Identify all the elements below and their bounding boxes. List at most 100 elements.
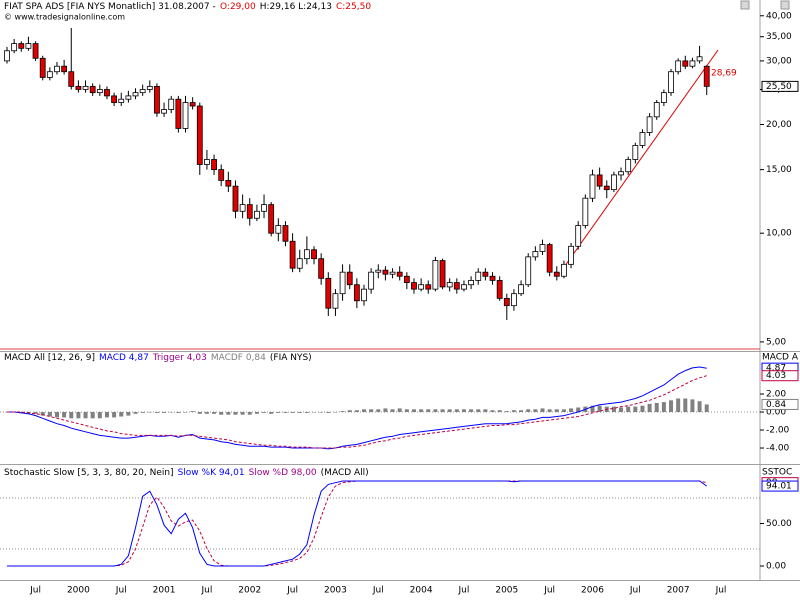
x-tick-label: Jul [29, 586, 41, 596]
header-part: O:29,00 [220, 2, 256, 12]
candle-body [82, 85, 89, 90]
candle-body [118, 98, 125, 103]
candle-body [175, 98, 182, 129]
y-tick-label: 5,00 [766, 337, 786, 347]
histogram-bar [247, 412, 252, 415]
y-tick-label: 20,00 [766, 120, 792, 130]
x-tick-label: Jul [458, 586, 470, 596]
histogram-bar [154, 412, 159, 413]
candle-body [475, 271, 482, 281]
histogram-bar [204, 412, 209, 414]
candle-body [75, 85, 82, 90]
candle-body [668, 71, 674, 94]
candle-body [139, 89, 146, 94]
candle-body [25, 43, 32, 49]
histogram-bar [62, 412, 67, 418]
x-tick-label: Jul [286, 586, 298, 596]
histogram-bar [469, 409, 474, 413]
candle-body [446, 282, 453, 288]
candle-body [253, 210, 260, 219]
panel-header: FIAT SPA ADS [FIA NYS Monatlich] 31.08.2… [4, 2, 371, 12]
source: © www.tradesignalonline.com [4, 13, 125, 22]
candle-body [268, 204, 275, 234]
y-tick-label: 40,00 [766, 11, 792, 21]
header-part: Stochastic Slow [5, 3, 3, 80, 20, Nein] [4, 468, 174, 478]
candle-body [189, 102, 196, 107]
histogram-bar [476, 409, 481, 413]
scroll-button[interactable] [780, 0, 790, 10]
histogram-bar [262, 412, 267, 413]
candle-body [68, 71, 75, 87]
header-part: MACDF 0,84 [211, 353, 266, 363]
histogram-bar [290, 412, 295, 413]
histogram-bar [419, 409, 424, 413]
panel-header: MACD All [12, 26, 9] MACD 4,87 Trigger 4,0… [4, 353, 312, 363]
histogram-bar [397, 408, 402, 413]
candle-body [325, 277, 332, 309]
candle-body [660, 92, 667, 103]
histogram-bar [611, 406, 616, 413]
x-tick-label: 2004 [410, 586, 433, 596]
histogram-bar [390, 409, 395, 413]
histogram-bar [569, 408, 574, 413]
y-tick-label: 2.00 [766, 389, 786, 399]
candle-body [182, 102, 189, 129]
candle-body [303, 249, 310, 260]
candle-body [653, 102, 660, 118]
histogram-bar [276, 412, 281, 413]
value-box [761, 398, 799, 410]
candle-body [132, 92, 139, 97]
candle-body [375, 269, 382, 273]
candle-body [453, 282, 460, 290]
histogram-bar [226, 412, 231, 415]
histogram-bar [347, 410, 352, 413]
histogram-bar [554, 409, 559, 413]
x-tick-label: Jul [629, 586, 641, 596]
histogram-bar [640, 405, 645, 413]
candle-body [146, 85, 153, 90]
histogram-bar [669, 400, 674, 413]
candle-body [111, 95, 117, 103]
candle-body [675, 60, 682, 73]
histogram-bar [540, 408, 545, 413]
candle-body [568, 245, 574, 265]
histogram-bar [433, 409, 438, 413]
candle-body [596, 174, 603, 187]
value-box [761, 80, 799, 92]
candle-body [239, 204, 246, 212]
header-part: Slow %D 98,00 [249, 468, 317, 478]
y-tick-label: 50.00 [766, 519, 792, 529]
histogram-bar [654, 403, 659, 413]
histogram-bar [526, 409, 531, 413]
x-tick-label: 2002 [238, 586, 261, 596]
candle-body [625, 159, 632, 173]
y-tick-label: 0.00 [766, 408, 786, 418]
candle-body [418, 284, 425, 290]
header-part: MACD 4,87 [99, 353, 149, 363]
candle-body [503, 297, 510, 307]
histogram-bar [83, 412, 88, 419]
histogram-bar [119, 412, 124, 417]
candle-body [689, 60, 696, 67]
y-tick-label: -4.00 [766, 444, 790, 454]
candle-body [246, 204, 253, 219]
x-tick-label: Jul [115, 586, 127, 596]
scroll-button[interactable] [740, 0, 750, 10]
candle-body [582, 197, 589, 226]
histogram-bar [104, 412, 109, 418]
candle-body [168, 98, 175, 110]
candle-body [282, 225, 289, 242]
histogram-bar [561, 409, 566, 413]
histogram-bar [312, 412, 317, 413]
value-box [761, 370, 799, 382]
histogram-bar [376, 409, 381, 413]
x-tick-label: Jul [715, 586, 727, 596]
header-part: C:25,50 [336, 2, 371, 12]
histogram-bar [190, 411, 195, 413]
histogram-bar [633, 406, 638, 413]
x-tick-label: 2007 [667, 586, 690, 596]
histogram-bar [576, 407, 581, 413]
candle-body [154, 85, 160, 114]
x-tick-label: 2006 [581, 586, 604, 596]
panel-header: Stochastic Slow [5, 3, 3, 80, 20, Nein] S… [4, 468, 369, 478]
